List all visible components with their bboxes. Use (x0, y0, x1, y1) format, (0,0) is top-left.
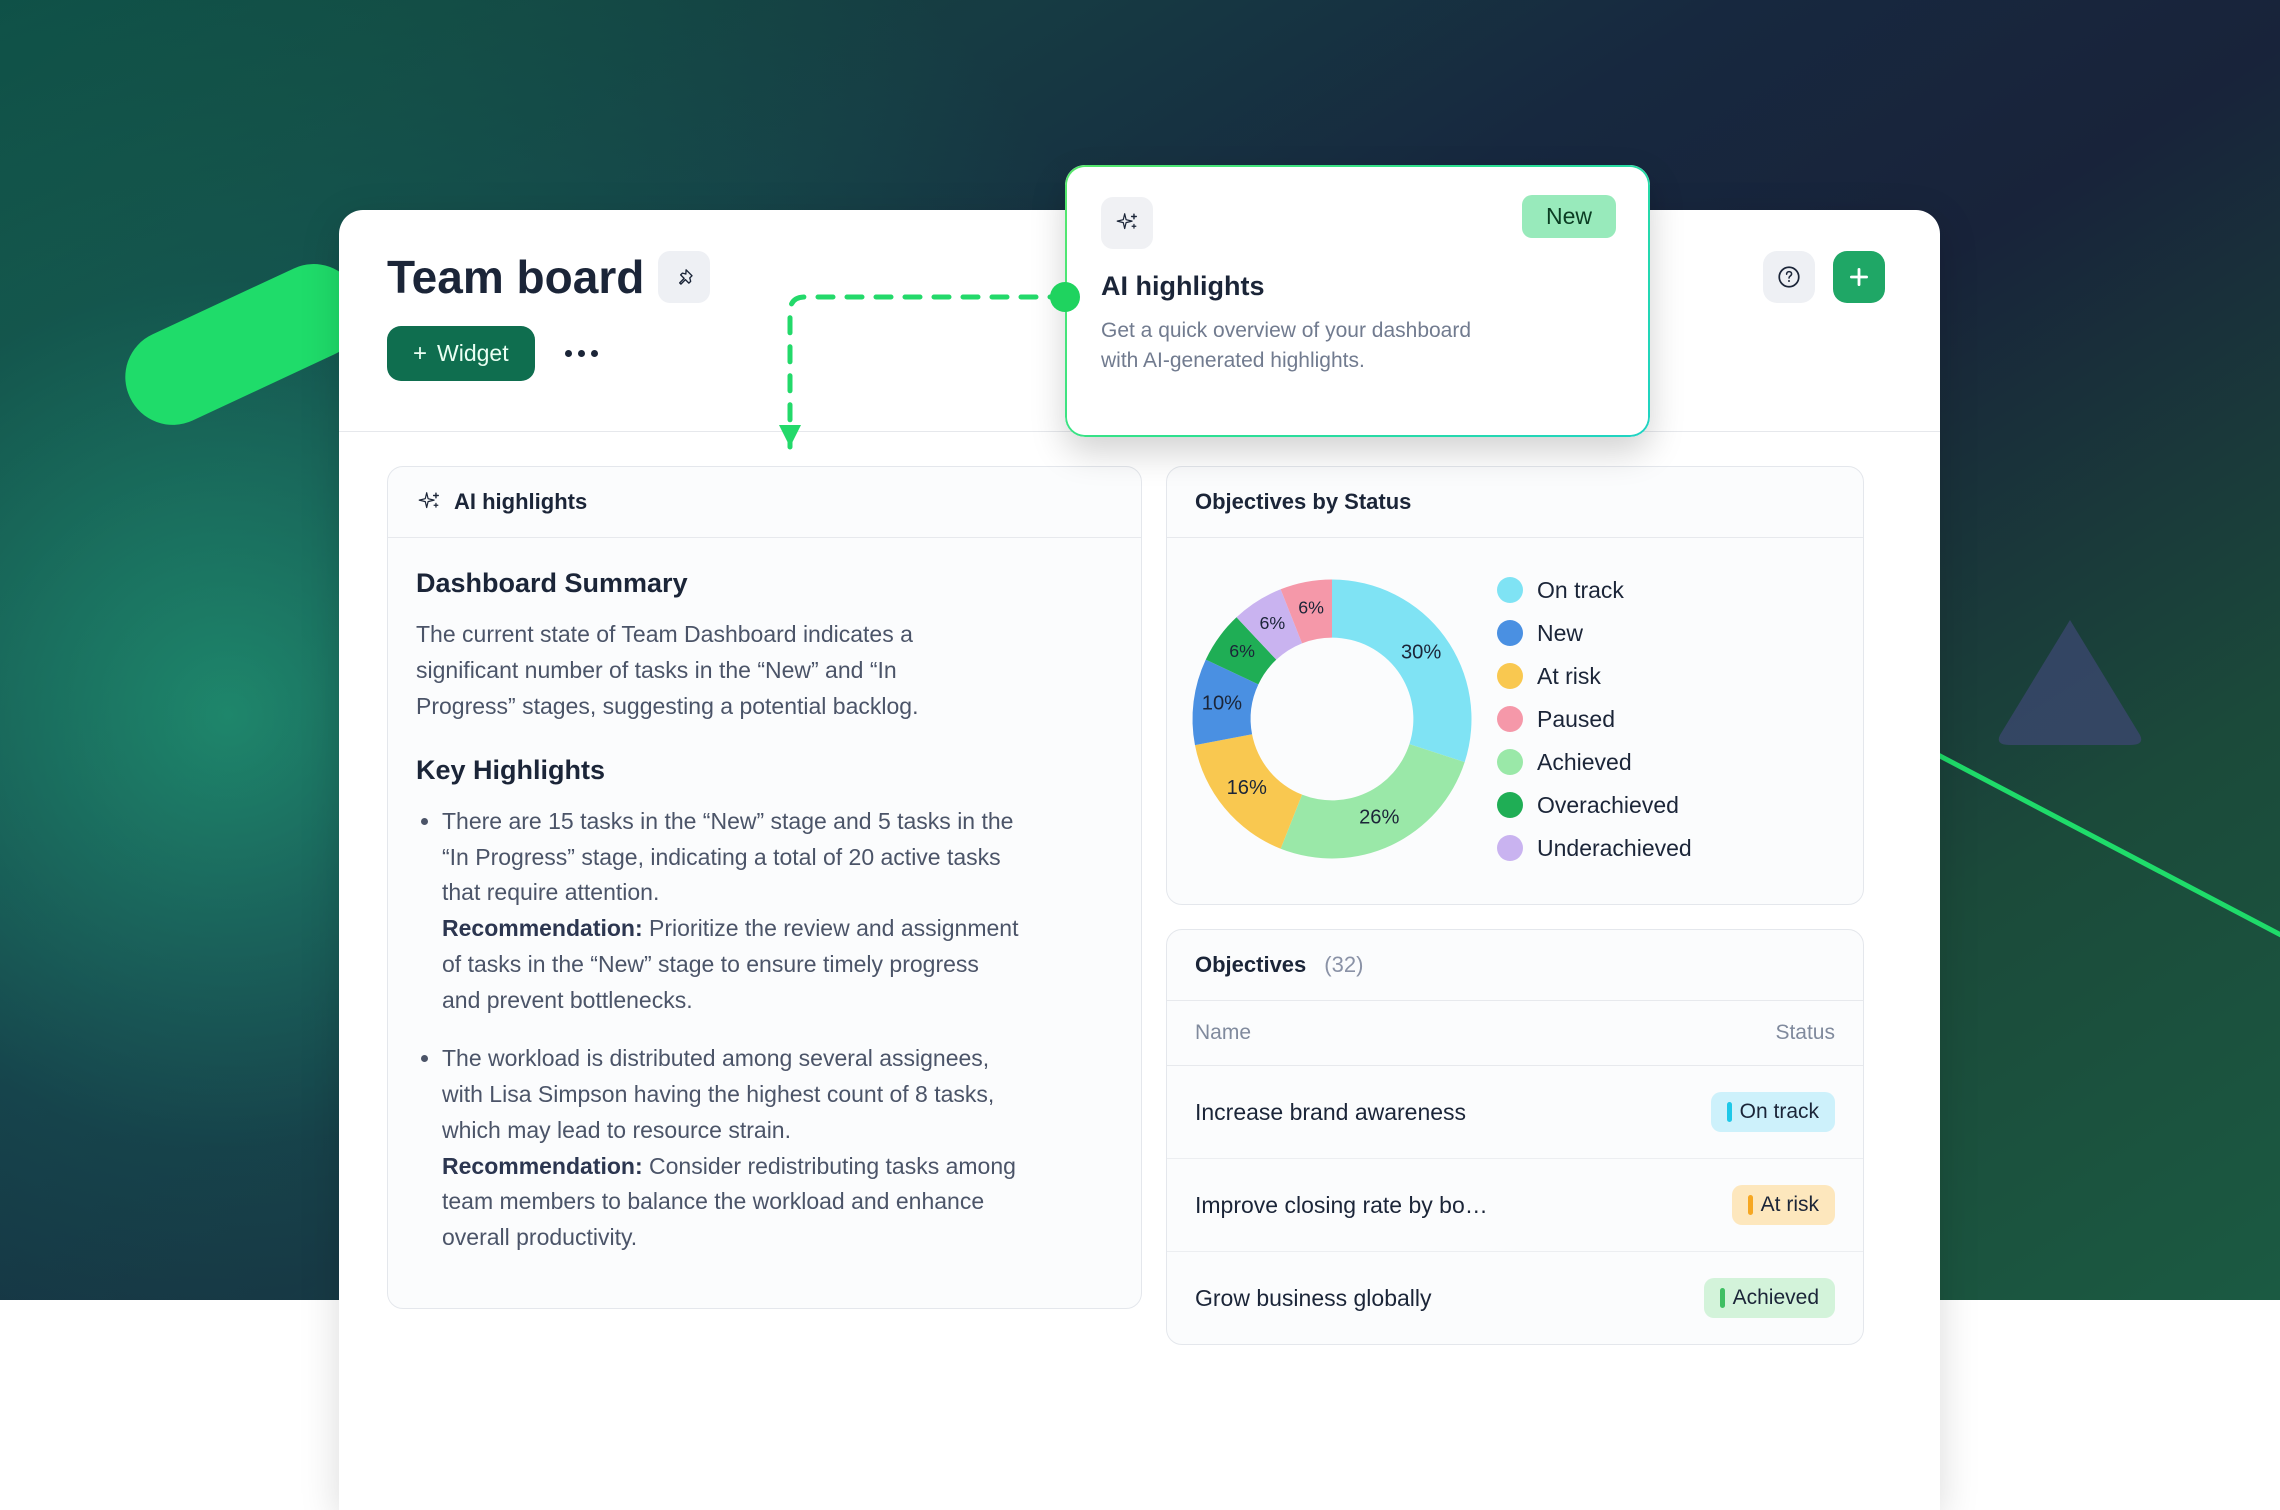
svg-text:6%: 6% (1298, 598, 1324, 618)
svg-text:30%: 30% (1401, 642, 1441, 664)
svg-text:26%: 26% (1359, 807, 1399, 829)
svg-text:6%: 6% (1229, 641, 1255, 661)
svg-text:6%: 6% (1259, 613, 1285, 633)
svg-text:16%: 16% (1227, 777, 1267, 799)
svg-text:10%: 10% (1202, 693, 1242, 715)
